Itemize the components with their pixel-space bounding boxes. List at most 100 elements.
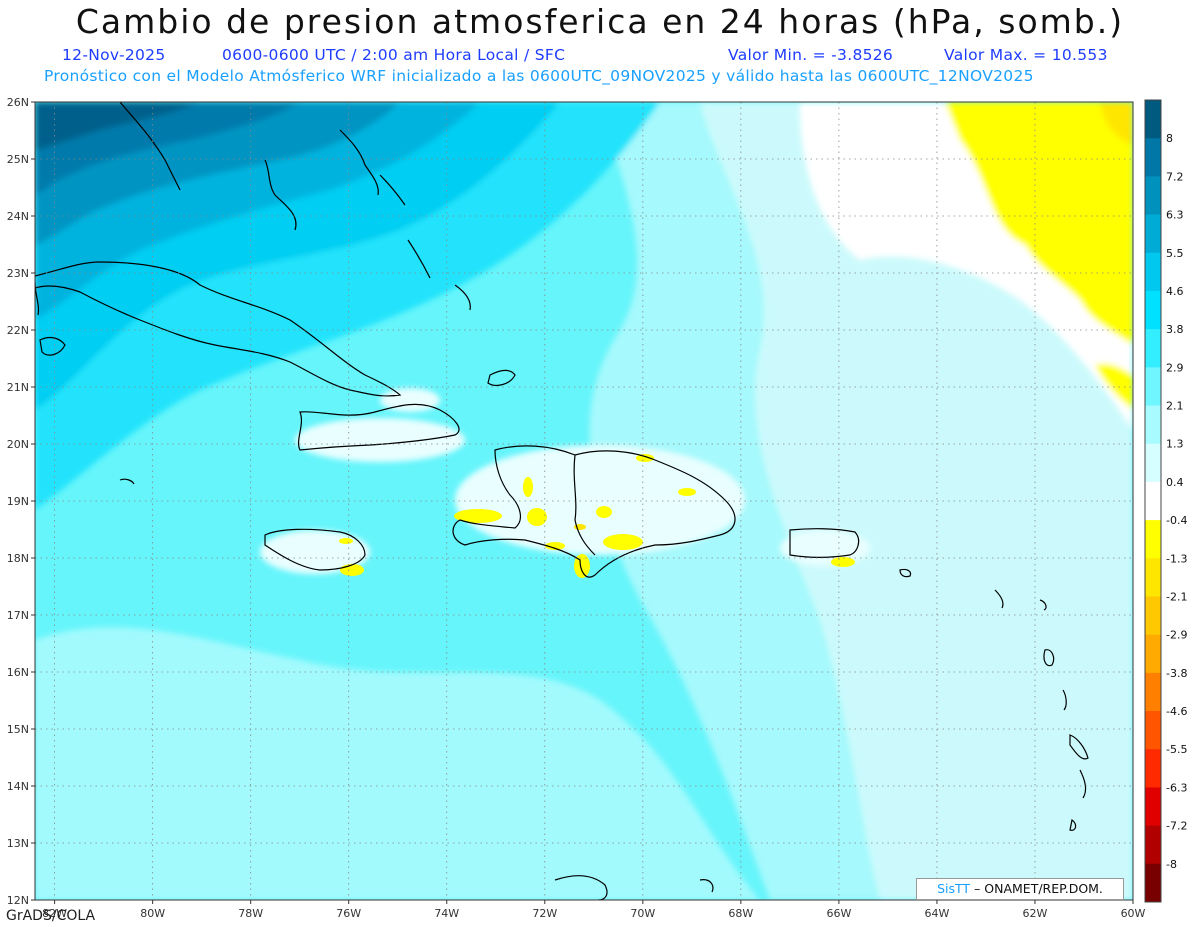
forecast-info: Pronóstico con el Modelo Atmósferico WRF… — [44, 67, 1034, 85]
lat-label: 20N — [7, 438, 29, 451]
colorbar-swatch — [1145, 443, 1161, 483]
colorbar-swatch — [1145, 100, 1161, 139]
coast-dominica — [1062, 689, 1067, 711]
colorbar-label: -8 — [1166, 858, 1177, 871]
lat-label: 15N — [7, 723, 29, 736]
lat-label: 25N — [7, 153, 29, 166]
lon-label: 76W — [336, 907, 361, 920]
neg-haiti-c — [527, 508, 547, 526]
coast-bahamas-1 — [264, 159, 297, 231]
border-haiti-dr — [573, 454, 596, 556]
lat-label: 13N — [7, 837, 29, 850]
colorbar-swatch — [1145, 863, 1161, 903]
colorbar-label: 2.9 — [1166, 361, 1184, 374]
lat-label: 19N — [7, 495, 29, 508]
coast-stvincent — [1069, 819, 1077, 831]
coast-venezuela — [554, 875, 608, 900]
colorbar-label: 0.4 — [1166, 476, 1184, 489]
colorbar-swatch — [1145, 520, 1161, 559]
colorbar-swatch — [1145, 329, 1161, 368]
max-value: Valor Max. = 10.553 — [944, 46, 1108, 64]
colorbar-swatch — [1145, 711, 1161, 750]
coast-yucatan — [39, 336, 66, 356]
halo-hispaniola — [455, 445, 745, 555]
colorbar-label: 1.3 — [1166, 438, 1184, 451]
colorbar-swatch — [1145, 481, 1161, 521]
colorbar-swatch — [1145, 749, 1161, 788]
colorbar-swatch — [1145, 634, 1161, 674]
coast-stkitts — [994, 589, 1004, 609]
colorbar-swatch — [1145, 558, 1161, 597]
colorbar-label: -4.6 — [1166, 705, 1187, 718]
coast-virgin — [899, 568, 912, 578]
lon-label: 64W — [924, 907, 949, 920]
colorbar-label: 7.2 — [1166, 170, 1184, 183]
lat-label: 21N — [7, 381, 29, 394]
field-orange-ne — [1100, 102, 1133, 145]
halo-cuba — [295, 418, 465, 462]
neg-dr-sw — [574, 554, 590, 578]
neg-haiti-w — [454, 509, 502, 523]
coast-guadeloupe — [1043, 649, 1055, 667]
lat-label: 16N — [7, 666, 29, 679]
credit-org: – ONAMET/REP.DOM. — [974, 881, 1103, 896]
field-1.3-south — [35, 627, 760, 900]
coast-hispaniola — [452, 445, 736, 578]
coast-jamaica — [264, 528, 366, 571]
neg-haiti-n — [523, 477, 533, 497]
colorbar-swatch — [1145, 405, 1161, 445]
lon-label: 74W — [434, 907, 459, 920]
field-yellow-ne — [945, 102, 1133, 345]
coast-antigua — [1039, 599, 1047, 611]
colorbar-swatch — [1145, 252, 1161, 292]
coast-bahamas-2 — [339, 129, 379, 196]
neg-dr-e — [678, 488, 696, 496]
lon-label: 62W — [1023, 907, 1048, 920]
lat-label: 18N — [7, 552, 29, 565]
coast-bahamas-4 — [407, 239, 431, 279]
coast-cayman — [119, 478, 135, 485]
lon-label: 72W — [532, 907, 557, 920]
coastlines — [35, 102, 1089, 900]
neg-puertorico — [831, 557, 855, 567]
colorbar-label: -3.8 — [1166, 667, 1187, 680]
colorbar-label: -1.3 — [1166, 552, 1187, 565]
colorbar-label: -5.5 — [1166, 743, 1187, 756]
brand-logo: SisTT — [937, 881, 971, 896]
lon-label: 82W — [42, 907, 67, 920]
colorbar-swatch — [1145, 596, 1161, 636]
colorbar-label: -7.2 — [1166, 820, 1187, 833]
colorbar-label: 8 — [1166, 132, 1173, 145]
colorbar-label: 2.1 — [1166, 400, 1184, 413]
colorbar-label: 3.8 — [1166, 323, 1184, 336]
pressure-field — [35, 102, 1133, 900]
lon-label: 66W — [826, 907, 851, 920]
colorbar-label: -2.1 — [1166, 590, 1187, 603]
coast-cuba-e — [297, 403, 460, 451]
lat-label: 26N — [7, 96, 29, 109]
coast-turks — [487, 369, 516, 386]
colorbar-swatch — [1145, 214, 1161, 254]
colorbar-swatch — [1145, 672, 1161, 712]
colorbar-label: -2.9 — [1166, 629, 1187, 642]
coast-florida — [119, 102, 181, 191]
lat-label: 14N — [7, 780, 29, 793]
software-credit: GrADS/COLA — [6, 908, 96, 924]
coast-martinique — [1069, 734, 1089, 760]
field-7.2 — [35, 102, 200, 150]
colorbar-label: 6.3 — [1166, 209, 1184, 222]
credit-box: SisTT – ONAMET/REP.DOM. — [916, 878, 1124, 900]
neg-dr-n — [636, 454, 654, 462]
colorbar-label: -6.3 — [1166, 781, 1187, 794]
lon-label: 60W — [1121, 907, 1146, 920]
colorbar-swatch — [1145, 176, 1161, 216]
neg-dr-c — [596, 506, 612, 518]
time-range: 0600-0600 UTC / 2:00 am Hora Local / SFC — [222, 46, 566, 64]
forecast-date: 12-Nov-2025 — [62, 46, 166, 64]
colorbar-label: 5.5 — [1166, 247, 1184, 260]
lat-label: 17N — [7, 609, 29, 622]
map-title: Cambio de presion atmosferica en 24 hora… — [75, 2, 1125, 41]
colorbar-label: -0.4 — [1166, 514, 1187, 527]
coast-stlucia — [1079, 769, 1087, 799]
